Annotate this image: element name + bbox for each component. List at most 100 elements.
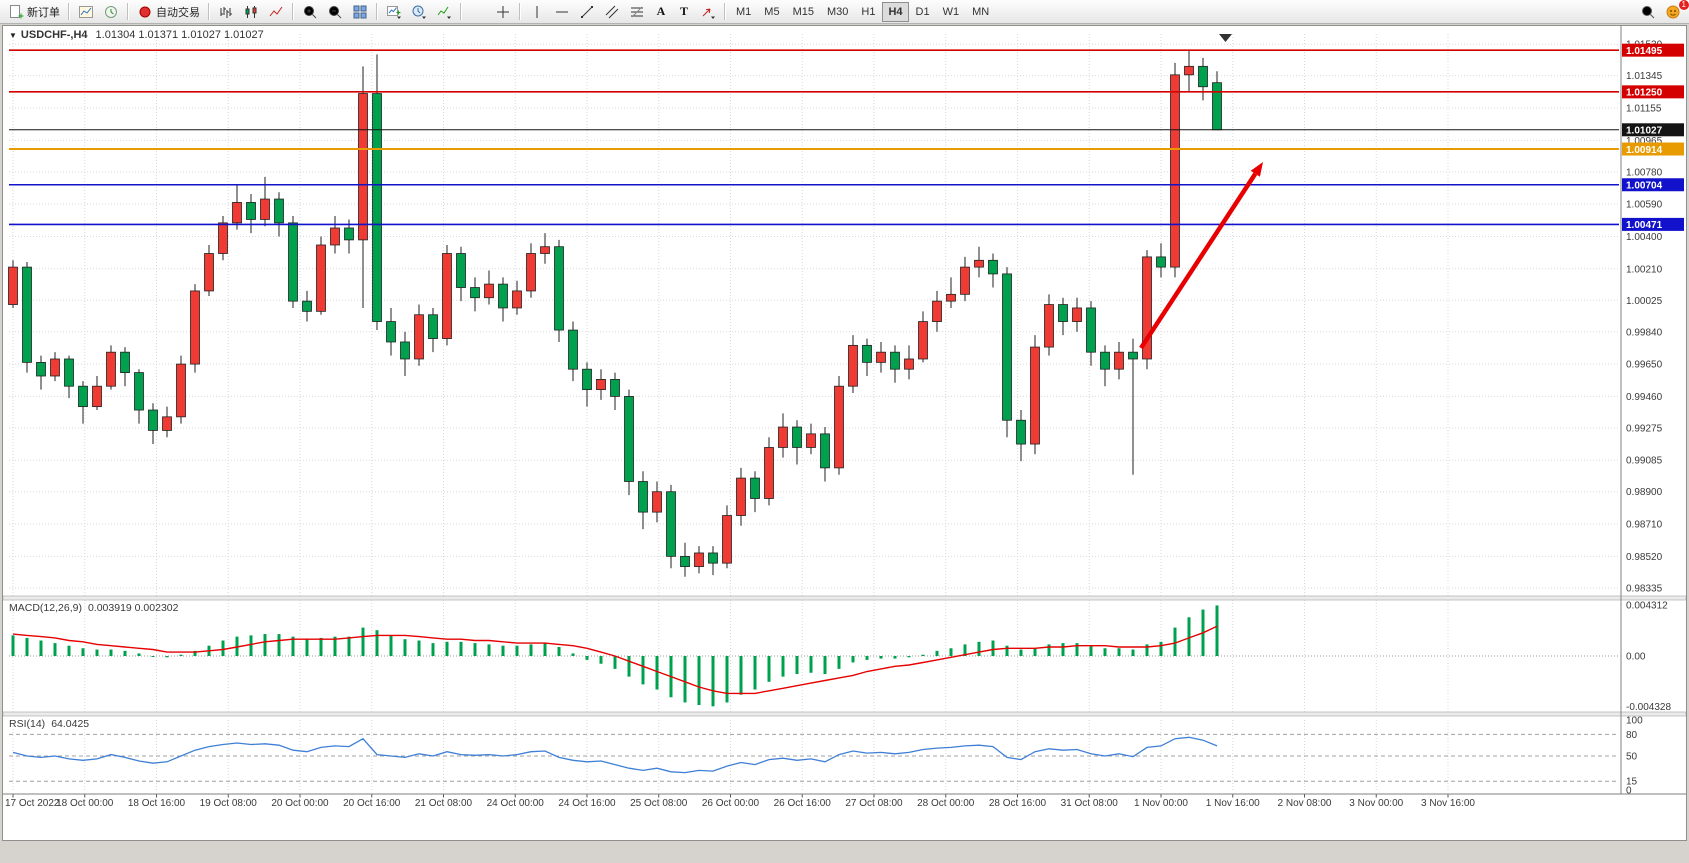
macd-histogram-bar [431, 643, 435, 656]
candle-body [162, 416, 172, 431]
zoom-in-icon [304, 5, 317, 18]
channel-button[interactable] [600, 2, 624, 22]
indicators-button[interactable] [432, 2, 456, 22]
main-toolbar: 新订单 自动交易 [0, 0, 1689, 24]
macd-histogram-bar [515, 645, 519, 656]
candle-body [372, 93, 382, 322]
candle-body [750, 477, 760, 499]
search-button[interactable] [1636, 2, 1660, 22]
rsi-axis-label: 50 [1626, 752, 1638, 763]
crosshair-icon [497, 5, 509, 18]
candle-body [736, 477, 746, 516]
text-button[interactable]: A [650, 2, 672, 22]
market-watch-button[interactable] [99, 2, 123, 22]
macd-histogram-bar [1103, 648, 1107, 656]
macd-histogram-bar [655, 656, 659, 690]
bar-chart-button[interactable] [214, 2, 238, 22]
candle-body [106, 351, 116, 387]
timeframe-button-m1[interactable]: M1 [730, 2, 757, 22]
macd-axis-label: 0.00 [1626, 652, 1646, 663]
new-chart-button[interactable] [382, 2, 406, 22]
timeframe-button-m15[interactable]: M15 [787, 2, 820, 22]
toolbar-separator [376, 3, 378, 20]
candlestick-chart-button[interactable] [239, 2, 263, 22]
macd-histogram-bar [599, 656, 603, 664]
horizontal-line-button[interactable] [550, 2, 574, 22]
trendline-button[interactable] [575, 2, 599, 22]
timeframe-button-w1[interactable]: W1 [937, 2, 966, 22]
tile-windows-button[interactable] [348, 2, 372, 22]
macd-histogram-bar [907, 656, 911, 658]
line-chart-button[interactable] [264, 2, 288, 22]
candle-body [652, 491, 662, 513]
candle-body [470, 287, 480, 299]
time-label: 17 Oct 2022 [5, 798, 60, 809]
community-button[interactable]: 1 [1661, 0, 1689, 22]
candle-body [218, 222, 228, 254]
cursor-button[interactable] [466, 2, 490, 22]
candle-body [974, 259, 984, 268]
timeframe-button-m30[interactable]: M30 [821, 2, 854, 22]
fibonacci-button[interactable] [625, 2, 649, 22]
autotrading-button[interactable]: 自动交易 [133, 2, 204, 22]
label-button[interactable]: T [673, 2, 695, 22]
macd-histogram-bar [725, 656, 729, 703]
chart-window-button[interactable] [74, 2, 98, 22]
price-tick-label: 1.01155 [1626, 104, 1662, 115]
candle-body [8, 266, 18, 305]
macd-histogram-bar [1005, 645, 1009, 656]
toolbar-separator [724, 3, 726, 20]
price-tick-label: 1.00400 [1626, 232, 1663, 243]
price-tag [1622, 178, 1684, 192]
macd-histogram-bar [977, 641, 981, 656]
arrows-tool-icon [702, 8, 715, 19]
price-tag [1622, 217, 1684, 231]
candle-body [274, 198, 284, 224]
price-tag-label: 1.01250 [1626, 88, 1663, 99]
arrows-button[interactable] [696, 2, 720, 22]
indicators-icon [437, 6, 451, 19]
price-tag-label: 1.01027 [1626, 126, 1663, 137]
timeframe-button-mn[interactable]: MN [966, 2, 995, 22]
macd-histogram-bar [319, 637, 323, 656]
macd-histogram-bar [991, 640, 995, 656]
timeframe-button-d1[interactable]: D1 [910, 2, 936, 22]
macd-histogram-bar [39, 640, 43, 656]
timeframe-button-h4[interactable]: H4 [882, 1, 909, 22]
candle-body [134, 372, 144, 411]
price-tick-label: 0.98335 [1626, 583, 1663, 594]
macd-histogram-bar [151, 656, 155, 657]
candle-body [148, 409, 158, 431]
candle-body [358, 93, 368, 241]
candle-body [512, 290, 522, 309]
macd-histogram-bar [781, 656, 785, 677]
candle-body [78, 385, 88, 408]
candle-body [1100, 351, 1110, 370]
timeframe-button-h1[interactable]: H1 [855, 2, 881, 22]
autotrading-icon [139, 6, 151, 17]
candle-body [50, 358, 60, 377]
toolbar-separator [68, 3, 70, 20]
candle-body [288, 222, 298, 302]
candle-body [904, 358, 914, 370]
rsi-axis-label: 80 [1626, 730, 1638, 741]
crosshair-button[interactable] [491, 2, 515, 22]
new-order-label: 新订单 [27, 6, 60, 19]
macd-axis-label: 0.004312 [1626, 600, 1668, 611]
profiles-button[interactable] [407, 2, 431, 22]
vertical-line-button[interactable] [525, 2, 549, 22]
zoom-in-button[interactable] [298, 2, 322, 22]
macd-histogram-bar [1033, 648, 1037, 656]
new-order-button[interactable]: 新订单 [4, 2, 64, 22]
candle-body [932, 300, 942, 322]
macd-histogram-bar [67, 645, 71, 656]
trendline-icon [581, 5, 593, 18]
macd-histogram-bar [837, 656, 841, 669]
timeframe-button-m5[interactable]: M5 [758, 2, 785, 22]
candle-body [1212, 82, 1222, 131]
zoom-out-button[interactable] [323, 2, 347, 22]
quote-panel-toggle-icon[interactable]: ▼ [9, 31, 17, 40]
time-label: 20 Oct 00:00 [271, 798, 329, 809]
macd-histogram-bar [865, 656, 869, 660]
